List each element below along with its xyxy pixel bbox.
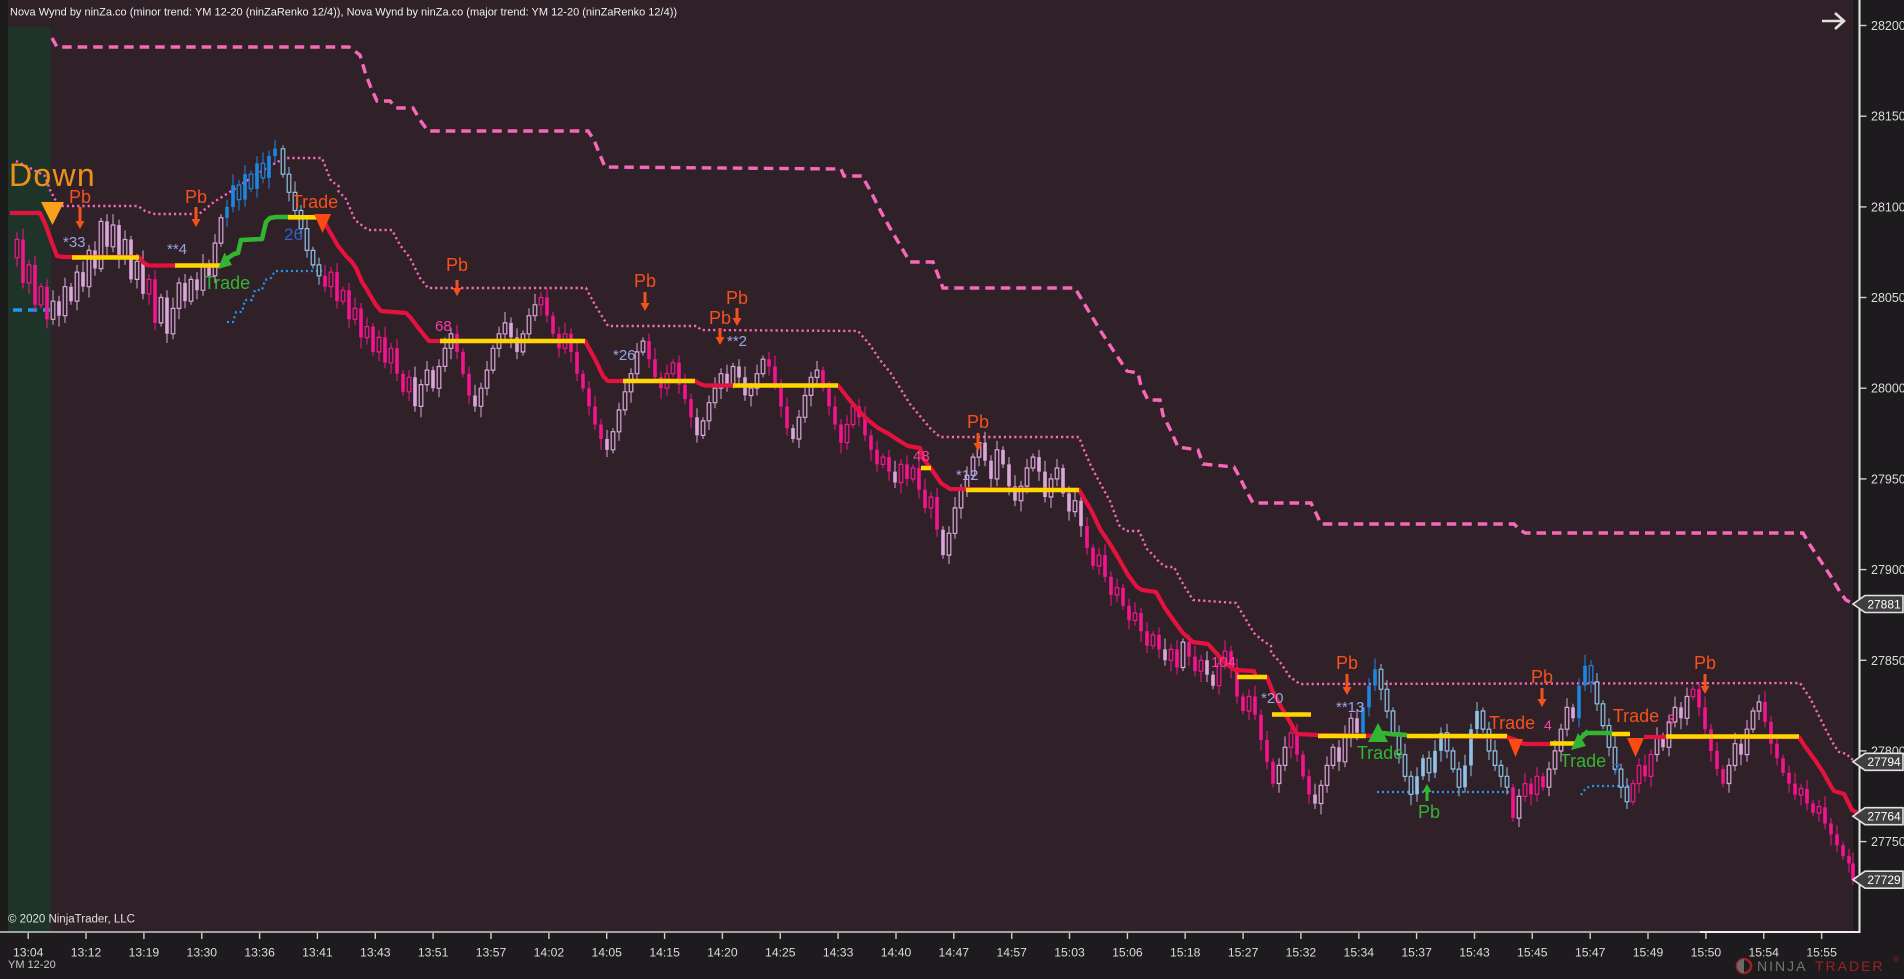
svg-text:Pb: Pb: [1336, 653, 1358, 673]
svg-text:27850: 27850: [1871, 654, 1904, 668]
svg-text:48: 48: [913, 448, 930, 465]
svg-text:Pb: Pb: [446, 255, 468, 275]
svg-text:15:03: 15:03: [1054, 946, 1085, 960]
svg-text:13:51: 13:51: [418, 946, 449, 960]
svg-text:14:47: 14:47: [939, 946, 970, 960]
svg-text:Trade: Trade: [1357, 743, 1403, 763]
svg-text:Pb: Pb: [1418, 802, 1440, 822]
svg-text:15:18: 15:18: [1170, 946, 1201, 960]
svg-text:13:12: 13:12: [71, 946, 102, 960]
svg-text:26: 26: [284, 225, 303, 244]
svg-text:15:32: 15:32: [1286, 946, 1317, 960]
svg-text:15:54: 15:54: [1748, 946, 1779, 960]
svg-text:*33: *33: [63, 234, 86, 251]
svg-text:15:34: 15:34: [1344, 946, 1375, 960]
svg-text:14:40: 14:40: [881, 946, 912, 960]
svg-text:13:36: 13:36: [244, 946, 275, 960]
svg-text:15:50: 15:50: [1691, 946, 1722, 960]
svg-text:14:57: 14:57: [996, 946, 1027, 960]
svg-text:15:47: 15:47: [1575, 946, 1606, 960]
svg-text:14:15: 14:15: [649, 946, 680, 960]
svg-text:28200: 28200: [1871, 19, 1904, 33]
svg-text:Pb: Pb: [967, 412, 989, 432]
svg-text:13:57: 13:57: [476, 946, 507, 960]
svg-text:Pb: Pb: [709, 308, 731, 328]
svg-text:27764: 27764: [1867, 810, 1901, 824]
svg-text:Pb: Pb: [185, 187, 207, 207]
svg-text:27794: 27794: [1867, 755, 1901, 769]
svg-text:Pb: Pb: [1694, 653, 1716, 673]
svg-text:*20: *20: [1261, 690, 1284, 707]
svg-text:7: 7: [1612, 761, 1620, 778]
svg-text:**13: **13: [1336, 699, 1364, 716]
svg-text:15:06: 15:06: [1112, 946, 1143, 960]
svg-text:Trade: Trade: [292, 192, 338, 212]
svg-text:15:45: 15:45: [1517, 946, 1548, 960]
svg-text:15:43: 15:43: [1459, 946, 1490, 960]
svg-text:104: 104: [1211, 654, 1236, 671]
svg-text:14:05: 14:05: [591, 946, 622, 960]
svg-text:Pb: Pb: [1531, 667, 1553, 687]
svg-text:27950: 27950: [1871, 472, 1904, 486]
svg-text:27729: 27729: [1867, 873, 1901, 887]
svg-text:TRADER: TRADER: [1815, 958, 1885, 974]
svg-text:Trade: Trade: [1489, 713, 1535, 733]
svg-text:NINJA: NINJA: [1757, 958, 1807, 974]
svg-text:3: 3: [1667, 711, 1675, 727]
svg-text:13:19: 13:19: [129, 946, 160, 960]
svg-text:28150: 28150: [1871, 110, 1904, 124]
svg-text:**2: **2: [727, 333, 747, 350]
svg-text:68: 68: [435, 318, 452, 335]
svg-text:27881: 27881: [1867, 597, 1901, 611]
svg-text:14:33: 14:33: [823, 946, 854, 960]
svg-text:Trade: Trade: [1613, 706, 1659, 726]
svg-text:15:37: 15:37: [1401, 946, 1432, 960]
svg-text:4: 4: [1544, 717, 1552, 733]
svg-text:© 2020 NinjaTrader, LLC: © 2020 NinjaTrader, LLC: [8, 914, 135, 926]
svg-text:Pb: Pb: [69, 187, 91, 207]
svg-text:28100: 28100: [1871, 200, 1904, 214]
svg-text:14:02: 14:02: [534, 946, 565, 960]
svg-text:15:27: 15:27: [1228, 946, 1259, 960]
svg-text:13:43: 13:43: [360, 946, 391, 960]
svg-text:*26: *26: [613, 347, 636, 364]
svg-text:*12: *12: [956, 467, 979, 484]
svg-text:Trade: Trade: [1560, 751, 1606, 771]
svg-text:Down: Down: [9, 157, 96, 193]
svg-text:®: ®: [1893, 955, 1899, 964]
svg-text:14:20: 14:20: [707, 946, 738, 960]
svg-text:Nova Wynd by ninZa.co (minor t: Nova Wynd by ninZa.co (minor trend: YM 1…: [10, 7, 677, 19]
svg-text:Pb: Pb: [634, 271, 656, 291]
svg-text:Pb: Pb: [726, 288, 748, 308]
svg-text:15:55: 15:55: [1806, 946, 1837, 960]
svg-text:Trade: Trade: [204, 273, 250, 293]
svg-text:15:49: 15:49: [1633, 946, 1664, 960]
svg-text:28000: 28000: [1871, 382, 1904, 396]
svg-text:13:04: 13:04: [13, 946, 44, 960]
svg-text:YM 12-20: YM 12-20: [8, 959, 56, 971]
svg-text:28050: 28050: [1871, 291, 1904, 305]
svg-text:13:41: 13:41: [302, 946, 333, 960]
svg-text:**4: **4: [167, 241, 187, 258]
svg-text:27750: 27750: [1871, 835, 1904, 849]
svg-text:14:25: 14:25: [765, 946, 796, 960]
svg-text:27900: 27900: [1871, 563, 1904, 577]
svg-text:13:30: 13:30: [187, 946, 218, 960]
